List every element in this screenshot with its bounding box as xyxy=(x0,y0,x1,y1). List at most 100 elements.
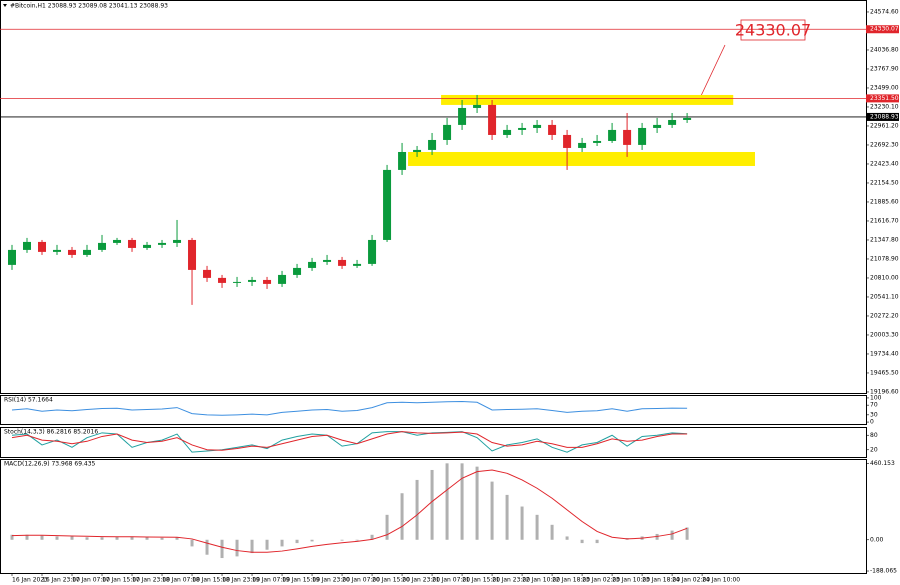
x-tick-label: 23 Jan 02:00 xyxy=(582,577,620,584)
macd-bar xyxy=(565,536,569,540)
macd-bar xyxy=(685,527,689,540)
zone xyxy=(408,151,755,166)
annotation-box xyxy=(740,19,806,41)
x-tick-label: 19 Jan 23:00 xyxy=(312,577,350,584)
y-tick-label: 0 xyxy=(870,419,874,426)
candle-body xyxy=(128,239,137,248)
y-tick-label: 24036.80 xyxy=(870,46,899,53)
x-tick-label: 19 Jan 15:00 xyxy=(282,577,320,584)
indicator-line xyxy=(11,401,688,416)
y-tick-label: 20 xyxy=(870,446,878,453)
indicator-line xyxy=(11,431,688,453)
candle-body xyxy=(683,117,692,120)
macd-bar xyxy=(55,536,59,540)
macd-bar xyxy=(535,514,539,540)
stoch-panel xyxy=(0,427,867,458)
candle-body xyxy=(23,241,32,250)
x-tick-label: 20 Jan 07:00 xyxy=(342,577,380,584)
x-tick-label: 23 Jan 10:00 xyxy=(612,577,650,584)
candle-body xyxy=(458,107,467,125)
candle-body xyxy=(8,249,17,265)
y-tick-label: 23767.90 xyxy=(870,65,899,72)
y-tick-label: 20541.10 xyxy=(870,293,899,300)
menu-icon xyxy=(3,4,7,7)
level-label-box xyxy=(866,25,899,34)
macd-bar xyxy=(520,506,524,540)
y-tick-label: 100 xyxy=(870,394,882,401)
candle-body xyxy=(548,124,557,135)
macd-bar xyxy=(670,530,674,540)
x-tick-label: 22 Jan 18:00 xyxy=(552,577,590,584)
x-tick-label: 19 Jan 07:00 xyxy=(252,577,290,584)
macd-bar xyxy=(310,539,314,542)
macd-bar xyxy=(145,537,149,540)
macd-bar xyxy=(355,539,359,541)
macd-bar xyxy=(190,539,194,547)
macd-bar xyxy=(415,479,419,540)
macd-bar xyxy=(175,537,179,540)
candle-body xyxy=(143,244,152,248)
candle-body xyxy=(158,242,167,245)
y-tick-label: 70 xyxy=(870,402,878,409)
candle-body xyxy=(293,267,302,275)
level-label: 23351.50 xyxy=(870,95,899,102)
level-label: 24330.07 xyxy=(870,26,899,33)
chart-title: #Bitcoin,H1 23088.93 23089.08 23041.13 2… xyxy=(10,3,168,10)
candle-body xyxy=(593,140,602,143)
macd-bar xyxy=(370,534,374,540)
y-tick-label: 22692.30 xyxy=(870,141,899,148)
macd-bar xyxy=(100,537,104,540)
macd-bar xyxy=(115,536,119,540)
candle-body xyxy=(533,124,542,128)
macd-bar xyxy=(340,539,344,541)
candle-body xyxy=(83,249,92,255)
y-tick-label: 460.153 xyxy=(870,460,895,467)
candle-body xyxy=(443,124,452,140)
y-tick-label: 24574.60 xyxy=(870,8,899,15)
level-label: 23088.93 xyxy=(870,113,899,120)
candle-body xyxy=(368,239,377,264)
macd-bar xyxy=(70,536,74,540)
x-tick-label: 17 Jan 23:00 xyxy=(132,577,170,584)
candle-body xyxy=(323,259,332,262)
macd-bar xyxy=(490,481,494,540)
x-tick-label: 18 Jan 23:00 xyxy=(222,577,260,584)
y-tick-label: 23499.00 xyxy=(870,84,899,91)
macd-bar xyxy=(445,463,449,540)
y-tick-label: 21347.80 xyxy=(870,236,899,243)
rsi-panel xyxy=(0,395,867,425)
candle-body xyxy=(653,124,662,128)
candle-body xyxy=(608,129,617,141)
level-label-box xyxy=(866,112,899,121)
level-label-box xyxy=(866,94,899,103)
candle-body xyxy=(353,263,362,266)
candle-body xyxy=(563,134,572,148)
candle-body xyxy=(68,249,77,255)
y-tick-label: 19734.40 xyxy=(870,350,899,357)
x-tick-label: 23 Jan 18:00 xyxy=(642,577,680,584)
macd-bar xyxy=(235,539,239,557)
annotation-arrow xyxy=(699,44,726,99)
indicator-line xyxy=(11,469,688,553)
macd-bar xyxy=(460,463,464,540)
macd-bar xyxy=(130,536,134,540)
candle-body xyxy=(623,129,632,145)
macd-title: MACD(12,26,9) 73.968 69.435 xyxy=(4,461,96,468)
candle-body xyxy=(338,259,347,266)
macd-bar xyxy=(580,539,584,544)
macd-bar xyxy=(205,539,209,555)
y-tick-label: 30 xyxy=(870,411,878,418)
y-tick-label: 80 xyxy=(870,432,878,439)
indicator-line xyxy=(11,431,688,451)
x-tick-label: 20 Jan 15:00 xyxy=(372,577,410,584)
macd-bar xyxy=(85,537,89,540)
macd-bar xyxy=(595,539,599,544)
y-tick-label: 20272.20 xyxy=(870,312,899,319)
macd-bar xyxy=(430,469,434,540)
candle-body xyxy=(488,104,497,135)
candle-body xyxy=(308,261,317,268)
macd-bar xyxy=(550,524,554,540)
candle-body xyxy=(173,239,182,243)
y-tick-label: 0.00 xyxy=(870,536,884,543)
